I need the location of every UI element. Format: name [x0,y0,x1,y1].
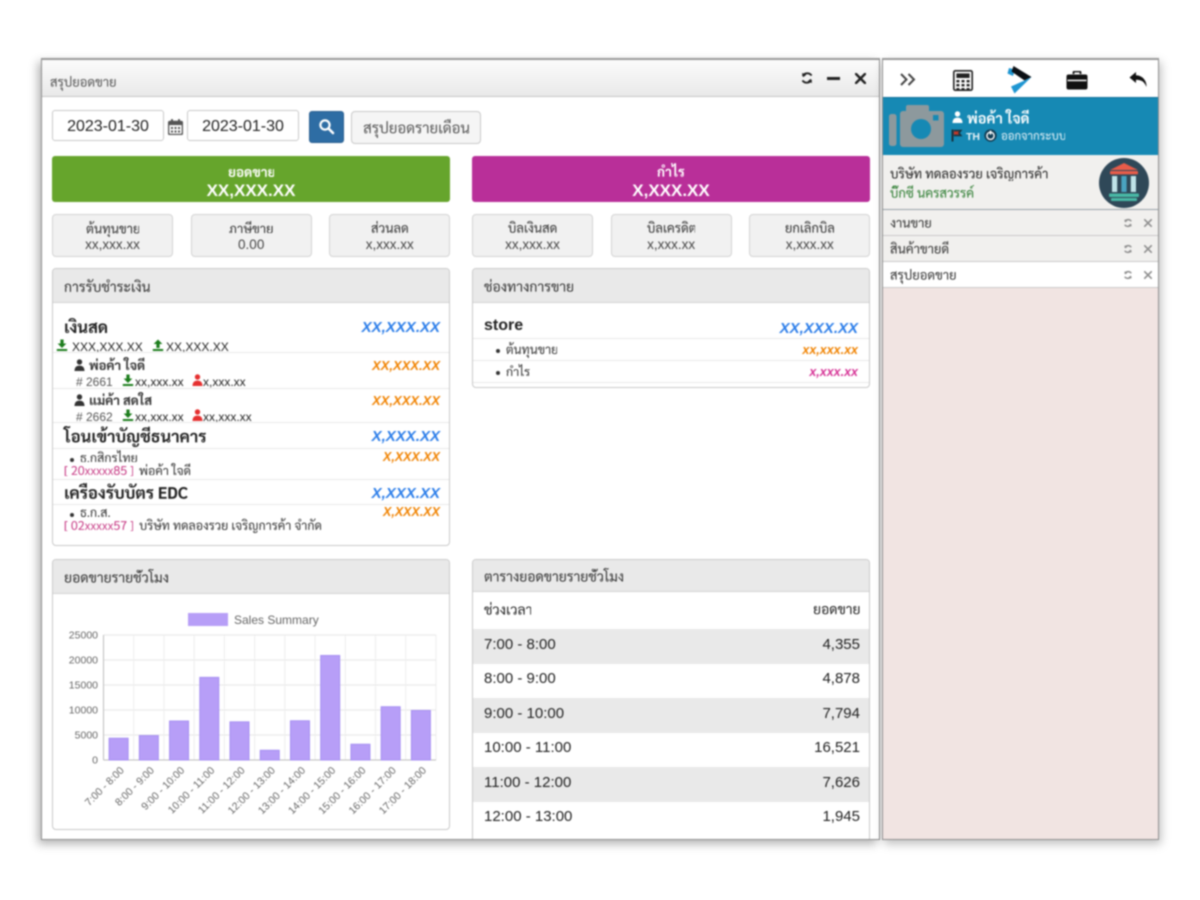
svg-text:20000: 20000 [69,655,98,667]
svg-text:5000: 5000 [75,730,99,742]
svg-text:0: 0 [92,755,98,767]
svg-text:15000: 15000 [69,680,98,692]
svg-text:Sales Summary: Sales Summary [234,613,319,627]
svg-text:10000: 10000 [69,705,98,717]
svg-text:25000: 25000 [69,630,98,642]
